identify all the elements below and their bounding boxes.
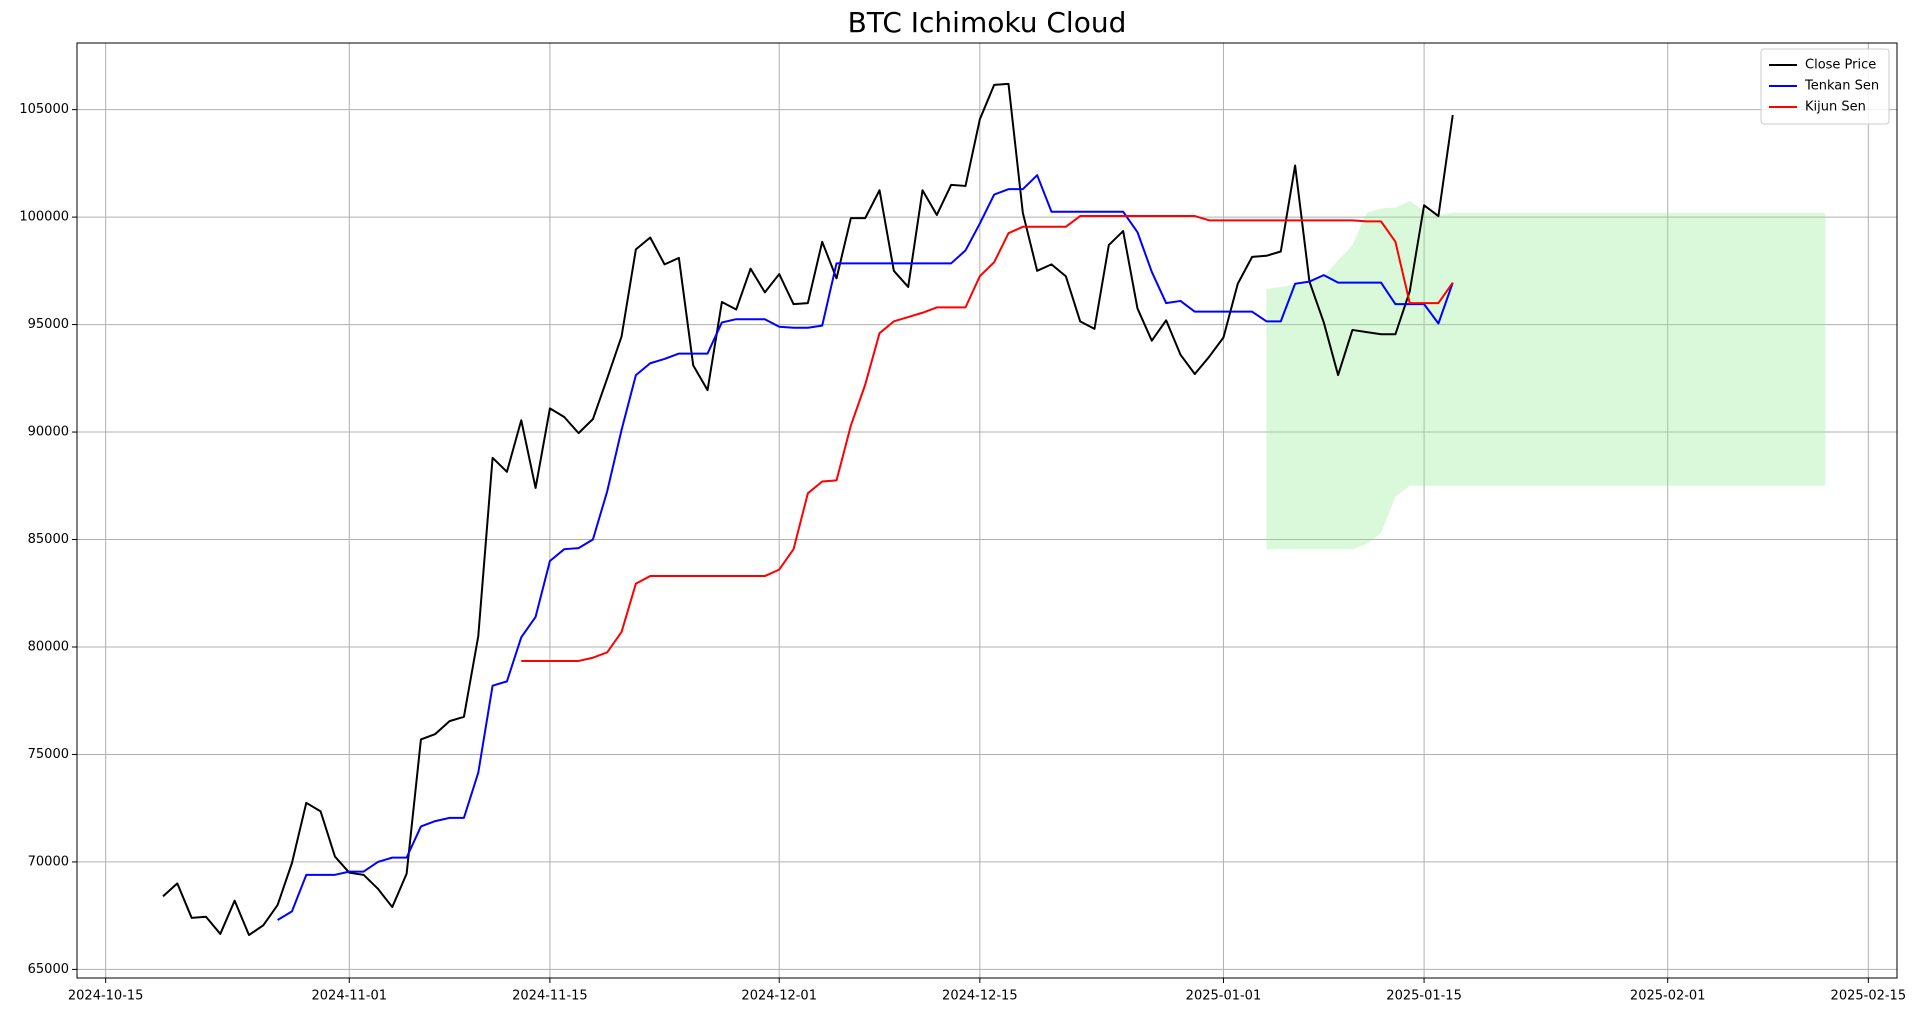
x-tick-label: 2024-11-15 — [512, 989, 588, 1004]
x-tick-label: 2025-01-01 — [1186, 989, 1262, 1004]
series-line — [521, 215, 1454, 662]
y-tick-label: 65000 — [28, 962, 69, 977]
series-line — [277, 174, 1454, 921]
y-tick-label: 80000 — [28, 639, 69, 654]
x-tick-label: 2025-01-15 — [1386, 989, 1462, 1004]
y-tick-label: 105000 — [19, 102, 69, 117]
y-tick-label: 100000 — [19, 210, 69, 225]
legend-box — [1760, 48, 1890, 125]
chart-title: BTC Ichimoku Cloud — [848, 6, 1127, 39]
series-line — [162, 82, 1454, 937]
x-tick-label: 2025-02-15 — [1831, 989, 1907, 1004]
y-tick-label: 85000 — [28, 532, 69, 547]
legend-label: Close Price — [1805, 58, 1876, 73]
x-tick-label: 2024-12-15 — [942, 989, 1018, 1004]
x-tick-label: 2025-02-01 — [1630, 989, 1706, 1004]
x-tick-label: 2024-12-01 — [741, 989, 817, 1004]
x-tick-label: 2024-10-15 — [68, 989, 144, 1004]
y-tick-label: 95000 — [28, 317, 69, 332]
y-tick-label: 70000 — [28, 854, 69, 869]
legend: Close Price Tenkan Sen Kijun Sen — [1760, 48, 1890, 125]
x-tick-label: 2024-11-01 — [312, 989, 388, 1004]
plot-frame — [76, 42, 1898, 979]
legend-label: Kijun Sen — [1805, 100, 1866, 115]
legend-label: Tenkan Sen — [1804, 79, 1879, 94]
y-tick-label: 90000 — [28, 425, 69, 440]
ichimoku-cloud — [1266, 200, 1826, 550]
y-tick-label: 75000 — [28, 747, 69, 762]
